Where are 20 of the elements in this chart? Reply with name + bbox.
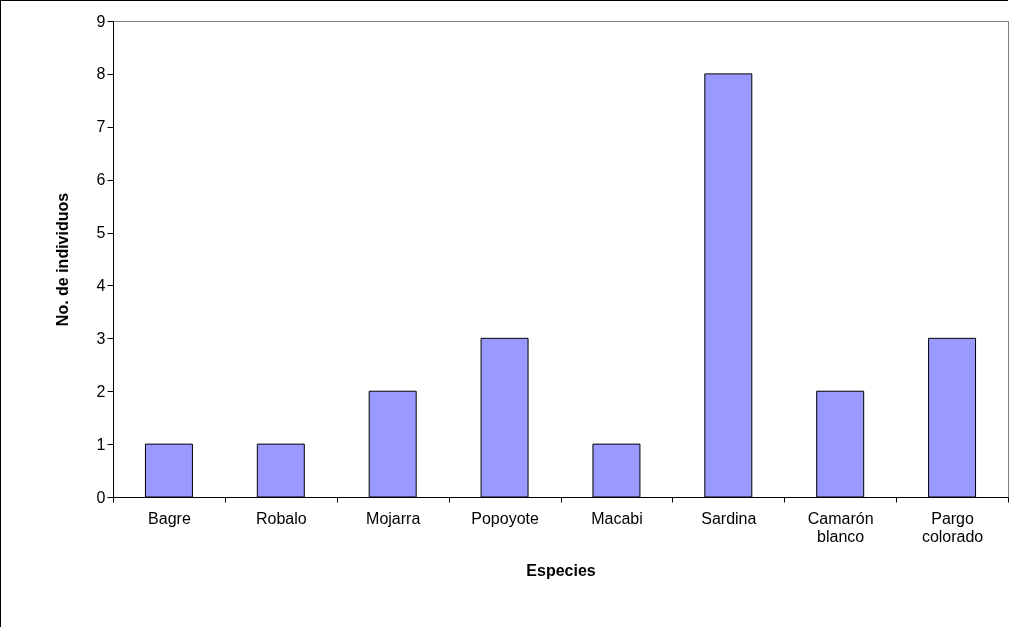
y-tick-label: 6 — [96, 171, 106, 189]
x-tick-label: Bagre — [148, 509, 191, 527]
x-tick-label: Popoyote — [471, 509, 539, 527]
x-tick-label: Macabi — [591, 509, 643, 527]
x-tick-label: Mojarra — [366, 509, 421, 527]
y-tick-label: 4 — [96, 276, 106, 294]
x-tick-label: Sardina — [701, 509, 757, 527]
y-tick-label: 0 — [96, 488, 106, 506]
y-tick-label: 1 — [96, 435, 106, 453]
x-axis-title: Especies — [526, 561, 596, 579]
x-tick-label: Camarón blanco — [807, 509, 874, 545]
y-tick-label: 3 — [96, 329, 106, 347]
y-tick-label: 7 — [96, 118, 106, 136]
y-axis-title: No. de individuos — [53, 192, 71, 327]
y-tick-label: 2 — [96, 382, 106, 400]
y-tick-label: 8 — [96, 65, 106, 83]
y-tick-label: 9 — [96, 12, 106, 30]
x-tick-label: Pargo colorado — [921, 509, 984, 545]
y-tick-label: 5 — [96, 224, 106, 242]
x-tick-label: Robalo — [255, 509, 307, 527]
